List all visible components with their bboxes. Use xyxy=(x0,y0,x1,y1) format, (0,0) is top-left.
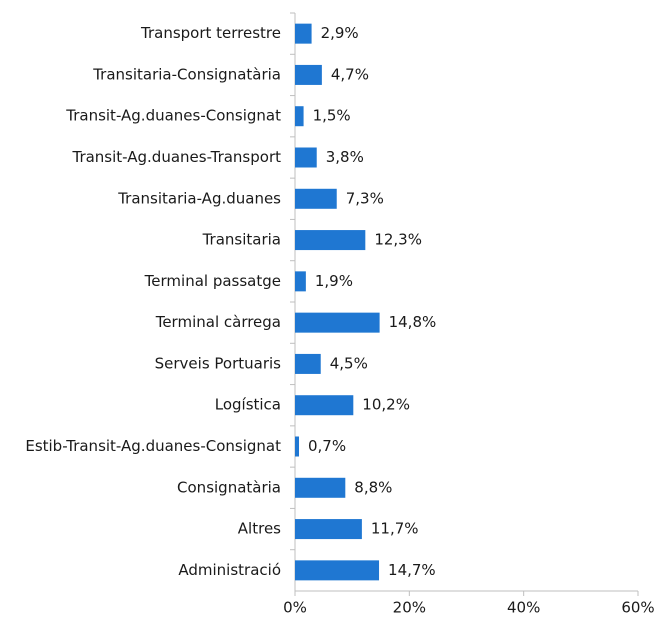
data-label: 4,5% xyxy=(330,354,368,372)
y-tick-label: Terminal passatge xyxy=(144,272,281,290)
data-label: 4,7% xyxy=(331,65,369,83)
bar xyxy=(295,106,304,127)
y-tick-label: Logística xyxy=(215,396,281,414)
y-tick-label: Transitaria-Consignatària xyxy=(92,65,281,83)
bar xyxy=(295,560,380,581)
y-tick-label: Altres xyxy=(238,520,281,538)
data-label: 7,3% xyxy=(346,189,384,207)
bar xyxy=(295,519,362,540)
y-tick-label: Transitaria xyxy=(202,231,281,249)
data-label: 8,8% xyxy=(354,478,392,496)
data-label: 10,2% xyxy=(362,396,410,414)
bar xyxy=(295,23,312,44)
bar xyxy=(295,64,322,85)
data-label: 14,8% xyxy=(389,313,437,331)
bar xyxy=(295,477,346,498)
y-tick-label: Transit-Ag.duanes-Transport xyxy=(71,148,281,166)
y-tick-label: Transitaria-Ag.duanes xyxy=(117,189,281,207)
y-tick-label: Transport terrestre xyxy=(140,24,281,42)
bar xyxy=(295,230,366,251)
x-tick-label: 60% xyxy=(621,599,654,617)
data-label: 11,7% xyxy=(371,520,419,538)
data-label: 3,8% xyxy=(326,148,364,166)
bar xyxy=(295,395,354,416)
y-tick-label: Terminal càrrega xyxy=(155,313,281,331)
data-label: 14,7% xyxy=(388,561,436,579)
bar xyxy=(295,353,321,374)
data-label: 12,3% xyxy=(374,231,422,249)
data-label: 0,7% xyxy=(308,437,346,455)
x-tick-label: 20% xyxy=(393,599,426,617)
y-tick-label: Estib-Transit-Ag.duanes-Consignat xyxy=(25,437,281,455)
y-tick-label: Administració xyxy=(178,561,281,579)
bar xyxy=(295,147,317,168)
bar xyxy=(295,271,306,292)
data-label: 1,5% xyxy=(313,107,351,125)
bar xyxy=(295,312,380,333)
x-tick-label: 40% xyxy=(507,599,540,617)
y-tick-label: Serveis Portuaris xyxy=(155,354,282,372)
data-label: 1,9% xyxy=(315,272,353,290)
data-label: 2,9% xyxy=(321,24,359,42)
y-tick-label: Transit-Ag.duanes-Consignat xyxy=(65,107,281,125)
bar xyxy=(295,436,300,457)
x-tick-label: 0% xyxy=(283,599,307,617)
bar xyxy=(295,188,337,209)
y-tick-label: Consignatària xyxy=(177,478,281,496)
